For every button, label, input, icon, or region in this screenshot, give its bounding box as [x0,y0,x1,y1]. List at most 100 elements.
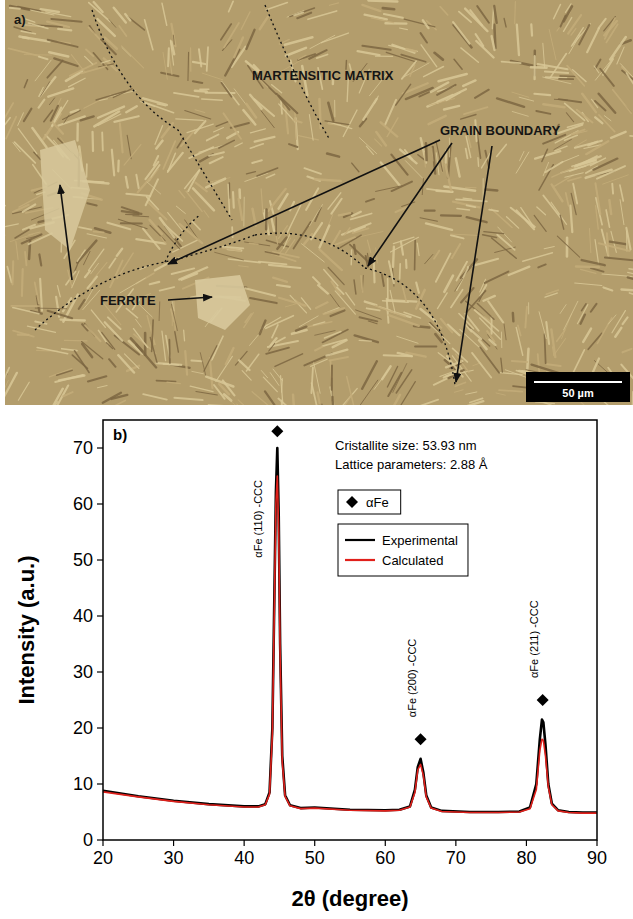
needle [466,149,468,159]
needle [438,74,466,81]
needle [163,141,175,169]
annotation: Lattice parameters: 2.88 Å [335,457,488,472]
needle [519,97,533,101]
needle [26,19,35,22]
needle [465,187,476,189]
series-line [103,448,597,813]
needle [120,278,146,293]
needle [611,132,625,138]
needle [259,262,287,265]
needle [196,183,207,192]
needle [202,73,223,80]
needle [308,11,337,19]
needle [600,69,614,86]
needle [228,184,230,214]
needle [359,138,376,154]
needle [573,24,591,45]
needle [5,380,8,405]
needle [260,17,268,29]
x-tick [314,840,315,846]
needle [37,348,68,354]
needle [126,106,137,112]
y-tick-label: 20 [73,718,93,738]
needle [605,257,633,260]
x-tick-label: 70 [446,848,466,868]
needle [93,262,107,279]
needle [594,66,599,73]
needle [490,340,496,346]
needle [367,308,380,310]
needle [560,215,563,229]
needle [528,303,529,314]
y-tick [97,783,103,784]
needle [86,164,88,177]
needle [47,61,62,78]
needle [466,392,477,394]
needle [546,290,558,294]
needle [471,330,481,339]
needle [537,207,546,215]
needle [602,274,632,276]
needle [375,139,382,146]
needle [331,199,341,214]
y-tick-label: 50 [73,550,93,570]
needle [156,141,162,149]
needle [457,262,467,281]
needle [314,363,320,393]
y-tick-label: 40 [73,606,93,626]
needle [245,288,275,295]
needle [438,353,453,364]
needle [374,368,390,389]
needle [192,371,204,373]
needle [437,85,455,95]
needle [599,243,630,251]
legend-label: αFe [366,495,389,510]
needle [170,40,173,65]
needle [272,325,278,338]
needle [466,136,471,157]
needle [98,107,124,118]
needle [209,152,224,156]
needle [234,89,246,104]
needle [265,391,274,404]
needle [517,25,519,55]
needle [155,263,168,270]
needle [213,128,223,132]
needle [192,221,200,229]
needle [354,245,355,254]
needle [156,380,175,382]
needle [511,208,535,227]
needle [250,144,263,148]
needle [454,59,462,69]
x-tick-label: 50 [305,848,325,868]
needle [465,314,478,331]
needle [159,302,161,321]
y-tick [97,447,103,448]
needle [101,132,104,150]
needle [484,232,504,234]
needle [545,162,562,172]
needle [477,158,479,166]
needle [595,60,600,69]
needle [343,110,357,136]
needle [630,136,633,138]
needle [609,200,611,214]
needle [200,353,206,376]
needle [583,329,591,342]
needle [284,234,290,248]
arrow [168,297,212,300]
legend-series: ExperimentalCalculated [338,524,468,576]
needle [162,331,166,360]
needle [242,371,251,381]
needle [392,45,414,53]
peak-markers [271,425,548,745]
needle [417,243,419,255]
needle [546,322,549,344]
needle [79,227,91,229]
needle [49,98,54,105]
needle [138,178,150,192]
needle [409,400,438,405]
needle [114,400,125,405]
needle [145,20,153,50]
needle [396,84,411,105]
